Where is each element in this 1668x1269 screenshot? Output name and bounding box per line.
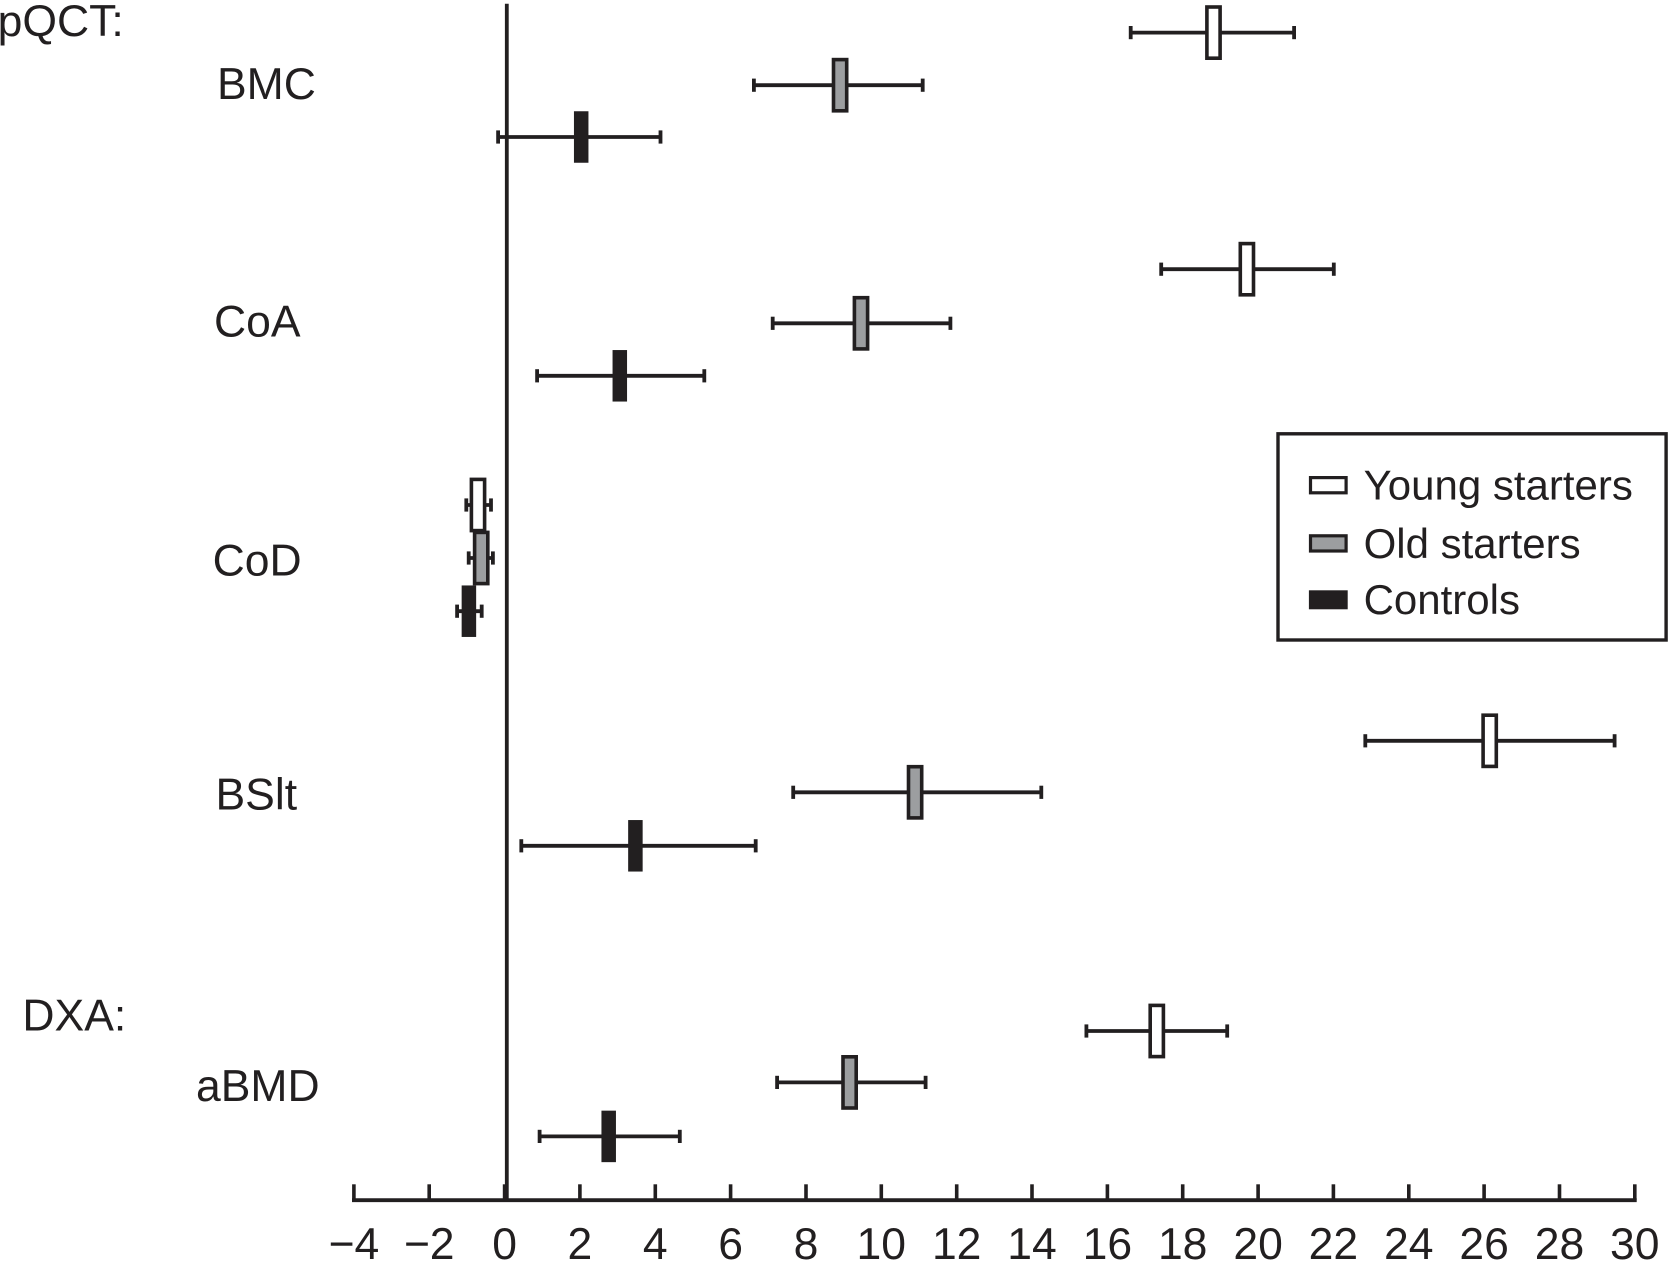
svg-text:10: 10 (857, 1220, 907, 1269)
svg-text:−2: −2 (404, 1220, 455, 1269)
svg-text:8: 8 (794, 1220, 819, 1269)
svg-text:2: 2 (568, 1220, 593, 1269)
svg-text:CoA: CoA (214, 298, 301, 347)
svg-text:12: 12 (932, 1220, 982, 1269)
svg-text:22: 22 (1309, 1220, 1359, 1269)
svg-text:14: 14 (1007, 1220, 1057, 1269)
svg-text:18: 18 (1158, 1220, 1208, 1269)
svg-text:0: 0 (492, 1220, 517, 1269)
svg-text:BSlt: BSlt (216, 770, 298, 819)
svg-text:6: 6 (718, 1220, 743, 1269)
svg-text:Young starters: Young starters (1364, 462, 1633, 509)
svg-text:pQCT:: pQCT: (0, 0, 124, 46)
svg-text:Old starters: Old starters (1364, 520, 1581, 567)
svg-text:CoD: CoD (213, 536, 302, 585)
svg-text:28: 28 (1535, 1220, 1585, 1269)
svg-text:26: 26 (1459, 1220, 1509, 1269)
svg-text:−4: −4 (329, 1220, 380, 1269)
svg-text:aBMD: aBMD (196, 1062, 320, 1111)
svg-text:16: 16 (1083, 1220, 1133, 1269)
svg-text:Controls: Controls (1364, 576, 1520, 623)
svg-text:DXA:: DXA: (22, 992, 126, 1041)
svg-text:BMC: BMC (217, 60, 316, 109)
svg-text:30: 30 (1610, 1220, 1660, 1269)
svg-text:4: 4 (643, 1220, 668, 1269)
svg-text:24: 24 (1384, 1220, 1434, 1269)
svg-text:20: 20 (1233, 1220, 1283, 1269)
